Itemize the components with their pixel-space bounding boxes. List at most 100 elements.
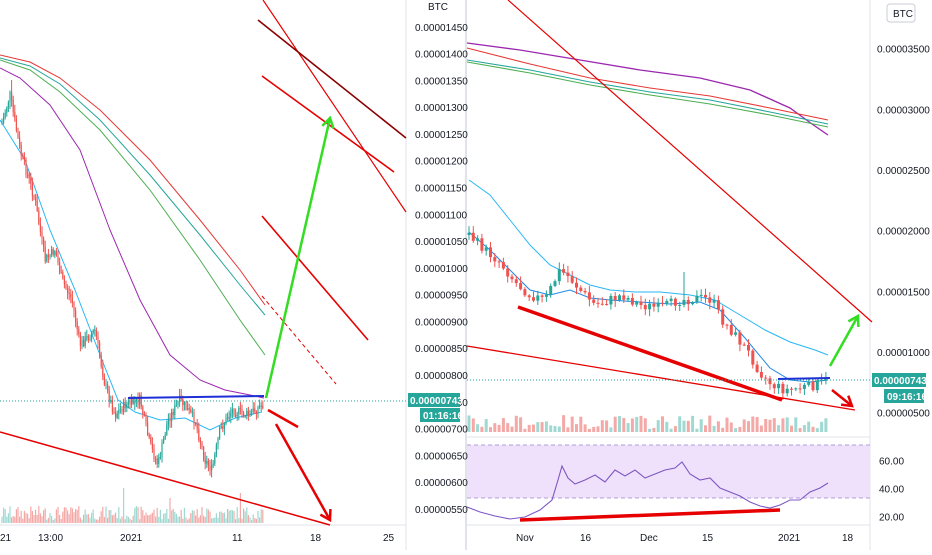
volume-bar bbox=[4, 509, 6, 523]
candle-body bbox=[99, 342, 101, 356]
volume-bar bbox=[772, 418, 776, 432]
candle-body bbox=[102, 366, 104, 377]
right-green-up-arrow-head bbox=[847, 313, 860, 328]
volume-bar bbox=[214, 517, 216, 523]
volume-bar bbox=[233, 511, 235, 523]
candle-body bbox=[704, 294, 707, 298]
left-countdown-badge: 01:16:16 bbox=[420, 408, 463, 422]
candle-body bbox=[142, 406, 144, 414]
left-price-tick-label: 0.00001000 bbox=[415, 264, 468, 275]
candle-body bbox=[239, 408, 241, 410]
candle-body bbox=[207, 461, 209, 466]
candle-body bbox=[54, 251, 56, 255]
candle-body bbox=[476, 238, 480, 241]
left-price-tick-label: 0.00001200 bbox=[415, 157, 468, 168]
left-price-tick-label: 0.00001100 bbox=[415, 210, 468, 221]
candle-body bbox=[163, 438, 165, 444]
volume-bar bbox=[506, 423, 510, 432]
candle-body bbox=[785, 388, 789, 394]
right-red-down-arrow-head bbox=[840, 395, 854, 408]
candle-body bbox=[153, 449, 155, 459]
volume-bar bbox=[148, 515, 150, 523]
candle-body bbox=[119, 409, 121, 411]
volume-bar bbox=[493, 423, 497, 432]
candle-body bbox=[519, 283, 523, 290]
candle-body bbox=[605, 304, 609, 306]
candle-body bbox=[108, 390, 110, 402]
candle-body bbox=[156, 458, 158, 465]
volume-bar bbox=[71, 508, 73, 523]
volume-bar bbox=[159, 509, 161, 523]
candle-body bbox=[656, 302, 660, 307]
volume-bar bbox=[807, 421, 811, 432]
volume-bar bbox=[678, 416, 682, 432]
candle-body bbox=[51, 249, 53, 255]
candle-body bbox=[100, 355, 102, 367]
left-price-tick-label: 0.00001400 bbox=[415, 50, 468, 61]
volume-bar bbox=[613, 416, 617, 432]
volume-bar bbox=[596, 426, 600, 432]
candle-body bbox=[25, 160, 27, 175]
left-last-price-badge: 0.00000743 bbox=[408, 393, 463, 407]
volume-bar bbox=[30, 506, 32, 523]
candle-body bbox=[219, 427, 221, 439]
left-top-channel-line bbox=[262, 0, 407, 213]
volume-bar bbox=[19, 516, 21, 523]
candle-body bbox=[798, 388, 802, 390]
volume-bar bbox=[579, 416, 583, 432]
candle-body bbox=[501, 261, 505, 269]
volume-bar bbox=[222, 512, 224, 523]
left-lower-channel-line bbox=[261, 215, 369, 341]
candle-body bbox=[678, 304, 682, 306]
candle-body bbox=[116, 413, 118, 418]
candle-body bbox=[262, 405, 264, 408]
candle-body bbox=[44, 246, 46, 262]
volume-bar bbox=[7, 513, 9, 523]
volume-bar bbox=[57, 506, 59, 523]
candle-body bbox=[751, 350, 755, 365]
candle-body bbox=[622, 295, 626, 300]
volume-bar bbox=[225, 518, 227, 523]
volume-bar bbox=[471, 418, 475, 432]
right-ema-teal-line bbox=[466, 59, 829, 125]
candle-body bbox=[14, 111, 16, 119]
candle-body bbox=[195, 423, 197, 425]
candle-body bbox=[790, 388, 793, 390]
candle-body bbox=[228, 416, 230, 419]
right-price-tick-label: 0.00000500 bbox=[877, 409, 930, 420]
volume-bar bbox=[155, 516, 157, 523]
candle-body bbox=[236, 414, 238, 416]
candle-body bbox=[734, 332, 738, 335]
volume-bar bbox=[143, 515, 145, 523]
volume-bar bbox=[46, 519, 48, 523]
volume-bar bbox=[201, 507, 203, 523]
candle-body bbox=[768, 378, 772, 385]
volume-bar bbox=[44, 508, 46, 523]
volume-bar bbox=[62, 511, 64, 523]
volume-bar bbox=[536, 422, 540, 432]
right-currency-button[interactable] bbox=[886, 3, 916, 23]
candle-body bbox=[583, 291, 587, 293]
volume-bar bbox=[103, 517, 105, 523]
volume-bar bbox=[65, 507, 67, 523]
volume-bar bbox=[33, 514, 35, 523]
candle-body bbox=[249, 411, 251, 416]
volume-bar bbox=[699, 419, 703, 432]
candle-body bbox=[127, 401, 129, 405]
candle-body bbox=[708, 297, 712, 303]
volume-bar bbox=[238, 518, 240, 523]
volume-bar bbox=[110, 510, 112, 523]
volume-bar bbox=[609, 427, 613, 432]
left-resistance-line bbox=[127, 395, 265, 399]
candle-body bbox=[652, 303, 656, 307]
right-price-tick-label: 0.00002500 bbox=[877, 166, 930, 177]
volume-bar bbox=[156, 507, 158, 523]
volume-bar bbox=[747, 421, 750, 432]
volume-bar bbox=[489, 427, 492, 432]
left-price-tick-label: 0.00000650 bbox=[415, 451, 468, 462]
left-price-tick-label: 0.00000800 bbox=[415, 371, 468, 382]
candle-body bbox=[600, 303, 604, 305]
left-lower-trendline bbox=[0, 431, 331, 526]
candle-body bbox=[55, 251, 57, 256]
right-last-price: 0.00000743 bbox=[874, 376, 927, 387]
